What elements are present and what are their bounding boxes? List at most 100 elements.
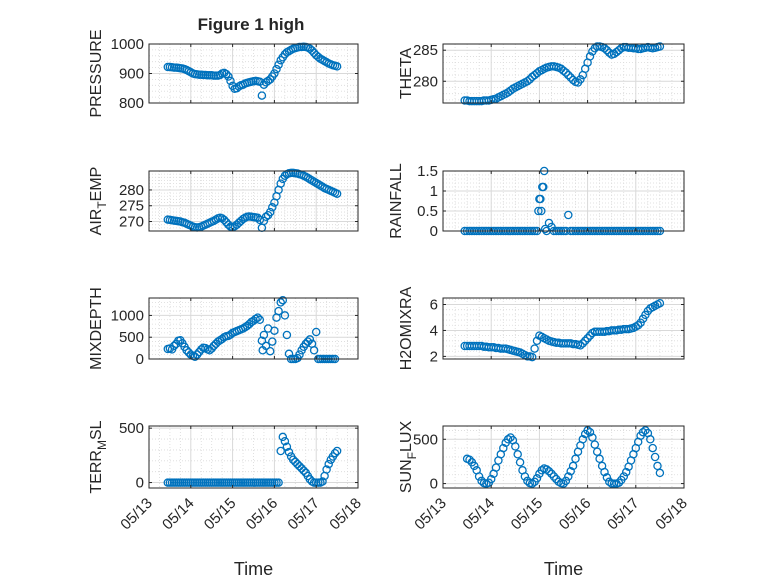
data-point [309, 346, 319, 355]
series [163, 42, 342, 100]
data-point [571, 454, 580, 464]
data-point [511, 442, 520, 451]
data-point [309, 177, 319, 186]
data-point [253, 313, 262, 322]
y-tick-label: 900 [119, 66, 144, 83]
data-point [276, 446, 285, 456]
data-point [274, 306, 283, 316]
data-point [299, 466, 308, 475]
subplot-terr-msl: 05/13 05/14 05/15 05/16 05/17 05/18 0 500 TERRMS… [88, 420, 365, 579]
data-point [305, 174, 315, 184]
data-point [602, 473, 612, 482]
data-point [303, 337, 313, 346]
y-tick-label: 500 [413, 431, 438, 448]
axes-box [148, 297, 359, 360]
y-axis-label: SUNFLUX [398, 421, 419, 494]
data-point [474, 472, 484, 481]
subplot-h2omixra: 2 4 6 H2OMIXRA [398, 286, 685, 370]
data-point [316, 181, 325, 190]
data-point [332, 446, 342, 456]
data-point [530, 344, 539, 353]
data-point [284, 447, 294, 457]
series [460, 298, 665, 362]
data-point [650, 452, 660, 462]
y-tick-label: 280 [413, 73, 438, 90]
data-point [561, 68, 571, 77]
data-point [265, 207, 275, 217]
plot-area [443, 44, 684, 103]
data-point [539, 182, 548, 192]
x-tick-label: 05/16 [243, 495, 282, 534]
data-point [578, 339, 588, 348]
data-point [564, 70, 573, 80]
y-tick-label: 280 [119, 182, 144, 199]
y-tick-label: 0.5 [417, 203, 438, 220]
data-point [527, 352, 537, 362]
data-point [265, 346, 275, 356]
y-axis-label: TERRMSL [88, 420, 109, 493]
data-point [621, 467, 631, 477]
data-point [282, 442, 292, 451]
data-point [534, 206, 543, 216]
x-tick-label: 05/13 [117, 495, 156, 534]
y-tick-label: 0 [430, 476, 438, 493]
data-point [311, 178, 321, 188]
data-point [536, 194, 545, 204]
y-tick-label: 500 [119, 329, 144, 346]
data-point [609, 479, 619, 488]
y-tick-label: 2 [430, 348, 438, 365]
data-point [282, 330, 292, 340]
data-point [330, 448, 340, 458]
y-tick-label: 285 [413, 42, 438, 59]
data-point [549, 472, 559, 481]
data-point [272, 64, 281, 74]
data-point [224, 72, 233, 81]
y-tick-label: 4 [430, 322, 438, 339]
data-point [182, 346, 191, 355]
data-point [270, 69, 279, 78]
data-point [486, 474, 496, 484]
data-point [288, 455, 298, 464]
data-point [324, 459, 333, 469]
data-point [268, 337, 277, 346]
data-point [222, 217, 231, 227]
axes-box [148, 425, 359, 489]
subplot-sun-flux: 05/13 05/14 05/15 05/16 05/17 05/18 0 500SUNFLU… [398, 421, 691, 579]
series [462, 426, 665, 488]
axes-box [442, 170, 685, 232]
y-tick-label: 6 [430, 296, 438, 313]
data-point [585, 52, 595, 61]
data-point [655, 42, 665, 51]
data-point [261, 78, 271, 87]
subplot-mixdepth: 0 500 1000 MIXDEPTH [88, 287, 359, 370]
data-point [276, 298, 285, 307]
data-point [525, 75, 535, 84]
data-point [197, 345, 206, 354]
data-point [559, 66, 568, 75]
data-point [255, 315, 265, 325]
data-point [226, 330, 235, 339]
axes-box [442, 43, 685, 104]
y-axis-label: PRESSURE [88, 29, 105, 117]
data-point [600, 44, 609, 53]
data-point [209, 341, 219, 351]
y-axis-label: H2OMIXRA [398, 286, 415, 370]
data-point [576, 341, 585, 350]
data-point [633, 321, 643, 330]
y-axis-label: MIXDEPTH [88, 287, 105, 370]
x-tick-label: 05/14 [159, 495, 198, 534]
y-tick-label: 500 [119, 420, 144, 437]
data-point [291, 457, 300, 467]
data-point [274, 478, 283, 487]
x-tick-label: 05/17 [604, 495, 643, 534]
data-point [219, 215, 229, 225]
y-tick-label: 0 [430, 223, 438, 240]
data-point [544, 466, 554, 476]
data-point [322, 465, 331, 474]
x-axis-label: Time [544, 559, 583, 579]
data-point [257, 91, 267, 100]
x-tick-label: 05/13 [411, 495, 450, 534]
data-point [207, 344, 216, 353]
